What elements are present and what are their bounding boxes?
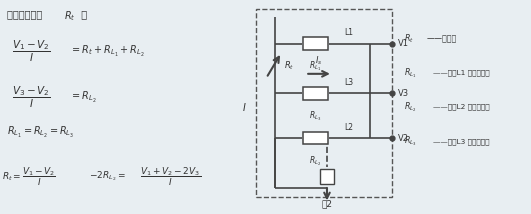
Bar	[303, 87, 328, 100]
Text: L3: L3	[345, 78, 354, 87]
Text: $R_{L_2}$: $R_{L_2}$	[309, 154, 322, 168]
Text: $= R_{L_2}$: $= R_{L_2}$	[70, 90, 97, 105]
Bar	[320, 169, 334, 184]
Text: $R_t$: $R_t$	[404, 32, 414, 45]
Text: V3: V3	[398, 89, 409, 98]
Bar	[303, 37, 328, 50]
Text: V1: V1	[398, 39, 409, 48]
Text: L2: L2	[345, 123, 354, 132]
Text: $I_s$: $I_s$	[315, 55, 323, 67]
Text: V2: V2	[398, 134, 409, 143]
Text: ：: ：	[75, 10, 87, 20]
Text: L1: L1	[345, 28, 354, 37]
Text: $\dfrac{V_3-V_2}{I}$: $\dfrac{V_3-V_2}{I}$	[12, 85, 51, 110]
Bar	[256, 9, 392, 197]
Text: $\dfrac{V_1-V_2}{I}$: $\dfrac{V_1-V_2}{I}$	[12, 39, 51, 64]
Text: $R_t$: $R_t$	[284, 59, 294, 71]
Text: 热电阻的阻值: 热电阻的阻值	[7, 10, 49, 20]
Text: $- 2R_{L_2} = $: $- 2R_{L_2} = $	[89, 170, 126, 183]
Text: ——导线L1 的等效电阻: ——导线L1 的等效电阻	[433, 70, 489, 76]
Text: $R_{L_1} = R_{L_2} = R_{L_3}$: $R_{L_1} = R_{L_2} = R_{L_3}$	[7, 125, 74, 140]
Text: $R_t = \dfrac{V_1-V_2}{I}$: $R_t = \dfrac{V_1-V_2}{I}$	[3, 165, 56, 188]
Text: $R_{L_1}$: $R_{L_1}$	[309, 60, 322, 73]
Text: $R_{L_2}$: $R_{L_2}$	[404, 100, 416, 114]
Bar	[303, 132, 328, 144]
Text: $R_t$: $R_t$	[64, 10, 75, 23]
Text: $R_{L_3}$: $R_{L_3}$	[404, 134, 416, 148]
Text: $\dfrac{V_1+V_2-2V_3}{I}$: $\dfrac{V_1+V_2-2V_3}{I}$	[140, 165, 201, 188]
Text: ——热电阻: ——热电阻	[427, 34, 457, 43]
Text: $R_{L_3}$: $R_{L_3}$	[309, 109, 322, 123]
Text: $= R_t + R_{L_1} + R_{L_2}$: $= R_t + R_{L_1} + R_{L_2}$	[70, 44, 145, 59]
Text: ——导线L3 的等效电阻: ——导线L3 的等效电阻	[433, 138, 489, 144]
Text: 图2: 图2	[321, 200, 332, 209]
Text: $R_{L_1}$: $R_{L_1}$	[404, 66, 416, 80]
Text: $I$: $I$	[242, 101, 247, 113]
Text: ——导线L2 的等效电阻: ——导线L2 的等效电阻	[433, 104, 489, 110]
